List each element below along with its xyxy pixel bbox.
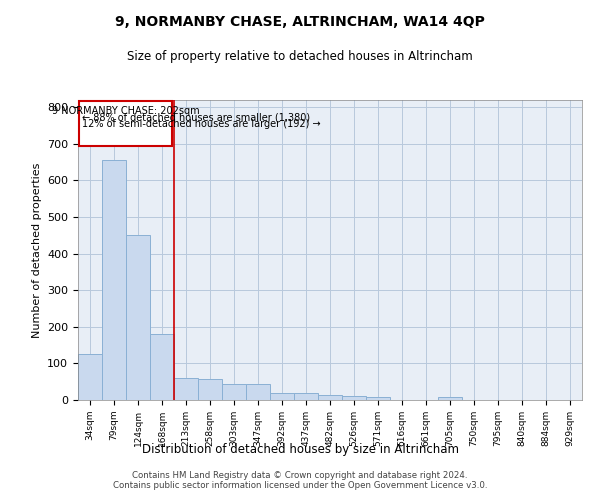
Text: Size of property relative to detached houses in Altrincham: Size of property relative to detached ho… (127, 50, 473, 63)
Bar (246, 384, 270, 400)
Bar (294, 392, 318, 400)
Bar (150, 334, 174, 400)
Bar (198, 379, 222, 400)
Text: 9, NORMANBY CHASE, ALTRINCHAM, WA14 4QP: 9, NORMANBY CHASE, ALTRINCHAM, WA14 4QP (115, 15, 485, 29)
Bar (79, 100, 172, 146)
Bar (438, 397, 462, 400)
Y-axis label: Number of detached properties: Number of detached properties (32, 162, 41, 338)
Bar (270, 392, 294, 400)
Bar (102, 160, 126, 400)
Bar (318, 395, 342, 400)
Text: 9 NORMANBY CHASE: 202sqm: 9 NORMANBY CHASE: 202sqm (52, 106, 199, 116)
Bar (366, 396, 390, 400)
Text: Contains HM Land Registry data © Crown copyright and database right 2024.
Contai: Contains HM Land Registry data © Crown c… (113, 470, 487, 490)
Bar (78, 354, 102, 400)
Bar (174, 378, 198, 400)
Bar (342, 396, 366, 400)
Bar (126, 236, 150, 400)
Text: Distribution of detached houses by size in Altrincham: Distribution of detached houses by size … (142, 442, 458, 456)
Text: 12% of semi-detached houses are larger (192) →: 12% of semi-detached houses are larger (… (82, 119, 320, 129)
Text: ← 88% of detached houses are smaller (1,380): ← 88% of detached houses are smaller (1,… (82, 113, 310, 123)
Bar (222, 384, 246, 400)
